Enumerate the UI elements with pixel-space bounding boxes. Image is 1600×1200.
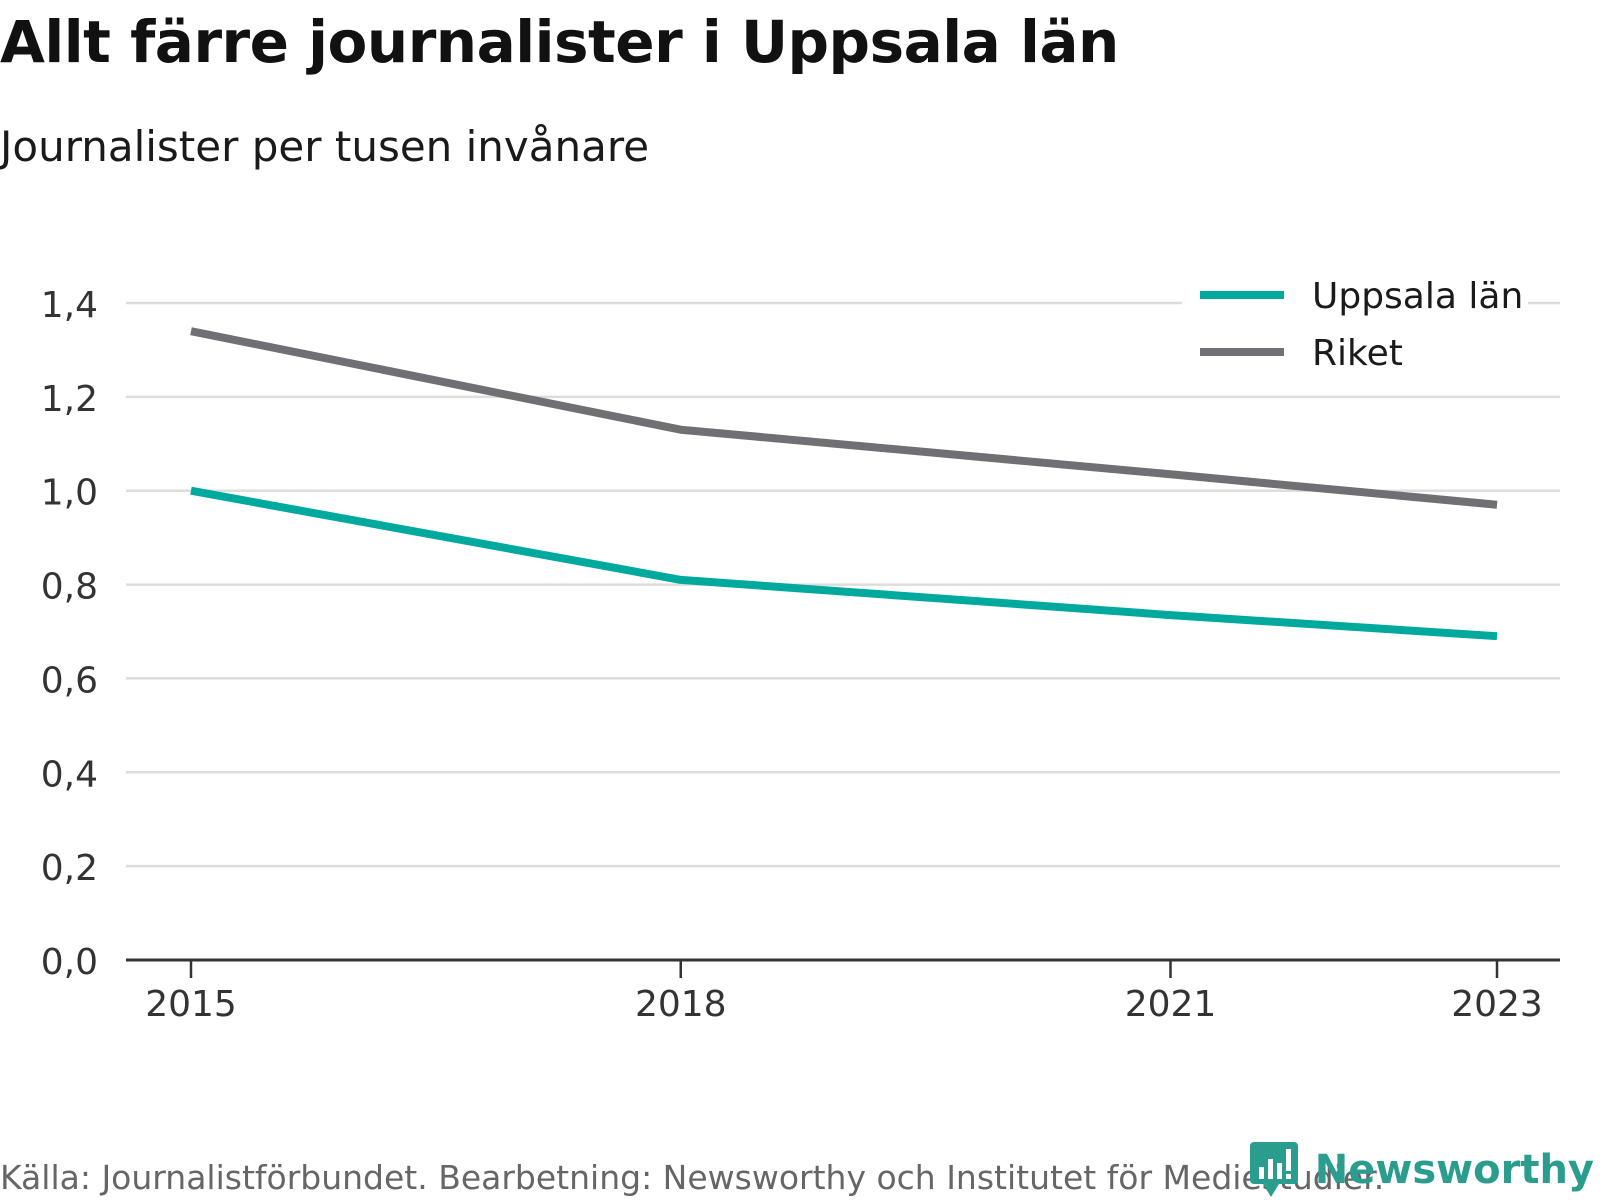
y-tick-label: 0,2	[41, 848, 98, 889]
y-axis-ticks: 0,0 0,2 0,4 0,6 0,8 1,0 1,2 1,4	[41, 285, 98, 983]
legend-background	[1182, 270, 1528, 380]
x-tick-label: 2023	[1451, 984, 1543, 1025]
newsworthy-logo-icon	[1249, 1142, 1298, 1197]
y-tick-label: 1,0	[41, 473, 98, 514]
legend-label: Uppsala län	[1312, 276, 1523, 317]
x-axis-ticks: 2015 2018 2021 2023	[145, 960, 1543, 1025]
series-line-uppsala-län	[190, 486, 1498, 641]
x-tick-label: 2018	[635, 984, 727, 1025]
source-note: Källa: Journalistförbundet. Bearbetning:…	[0, 1158, 1385, 1197]
y-tick-label: 0,0	[41, 942, 98, 983]
x-tick-label: 2015	[145, 984, 237, 1025]
series-line-riket	[190, 327, 1498, 509]
brand-name: Newsworthy	[1314, 1147, 1594, 1193]
gridlines	[126, 301, 1560, 868]
y-tick-label: 1,4	[41, 285, 98, 326]
legend: Uppsala län Riket	[1182, 270, 1528, 380]
chart-title: Allt färre journalister i Uppsala län	[0, 8, 1119, 76]
series-lines	[190, 327, 1498, 641]
x-tick-label: 2021	[1125, 984, 1217, 1025]
chart-subtitle: Journalister per tusen invånare	[0, 122, 650, 171]
newsworthy-logo: Newsworthy	[1249, 1140, 1594, 1200]
y-tick-label: 0,4	[41, 754, 98, 795]
y-tick-label: 0,6	[41, 660, 98, 701]
y-tick-label: 0,8	[41, 567, 98, 608]
legend-label: Riket	[1312, 333, 1403, 374]
y-tick-label: 1,2	[41, 379, 98, 420]
